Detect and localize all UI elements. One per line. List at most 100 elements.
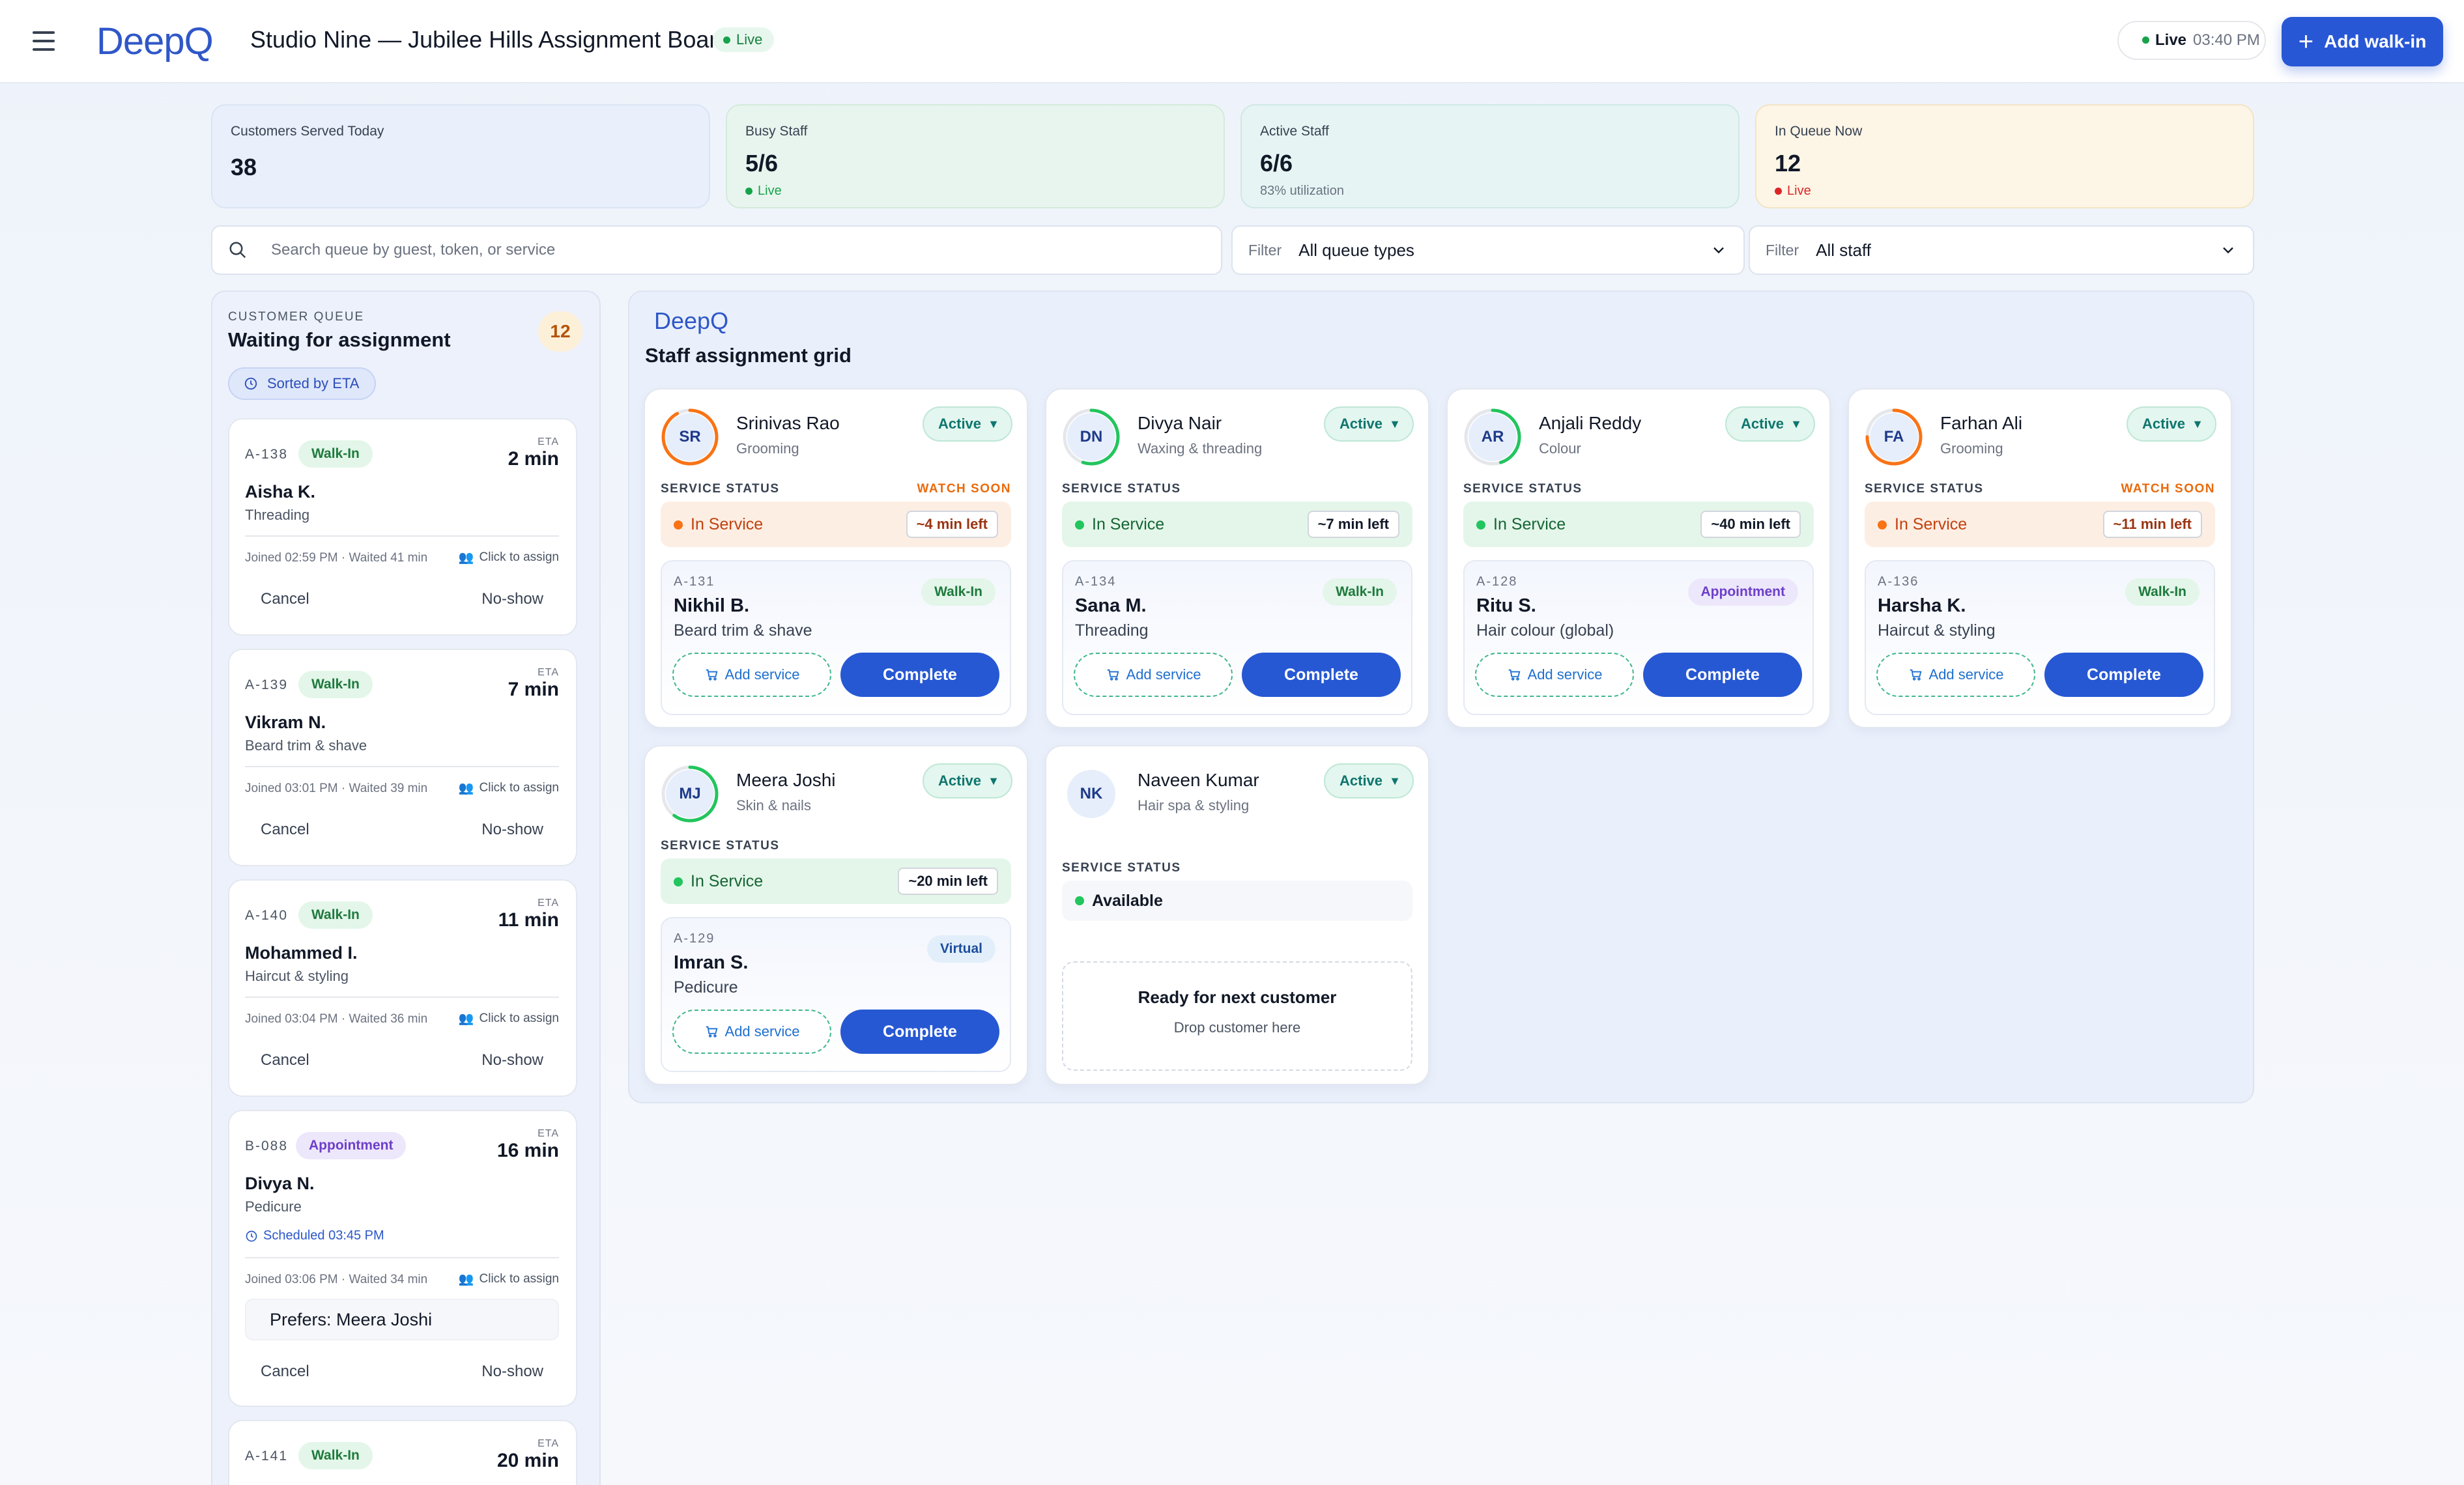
service-status: In Service ~4 min left: [661, 502, 1011, 547]
app-logo[interactable]: DeepQ: [96, 20, 214, 63]
hamburger-menu-icon[interactable]: [33, 31, 55, 51]
filter-value: All staff: [1816, 240, 1871, 260]
complete-button[interactable]: Complete: [1242, 653, 1401, 697]
customer-token: A-136: [1878, 574, 1919, 589]
status-dot-icon: [1075, 520, 1084, 530]
cart-icon: [1508, 669, 1520, 681]
caret-down-icon: ▼: [988, 417, 999, 431]
eta-label: ETA: [537, 898, 559, 909]
click-to-assign[interactable]: 👥 Click to assign: [458, 1272, 559, 1286]
queue-card[interactable]: A-141 Walk-In ETA 20 min: [228, 1420, 577, 1485]
no-show-button[interactable]: No-show: [481, 1363, 543, 1380]
add-service-button[interactable]: Add service: [672, 653, 831, 697]
add-service-button[interactable]: Add service: [1876, 653, 2035, 697]
clock-icon: [244, 377, 257, 390]
staff-card[interactable]: MJ Meera Joshi Skin & nails Active ▼ SERV…: [644, 745, 1028, 1085]
click-to-assign[interactable]: 👥 Click to assign: [458, 781, 559, 795]
current-customer: A-131 Nikhil B. Beard trim & shave Walk-…: [661, 560, 1011, 715]
staff-state-dropdown[interactable]: Active ▼: [923, 406, 1012, 442]
time-left-badge: ~40 min left: [1700, 511, 1801, 538]
staff-state-dropdown[interactable]: Active ▼: [1324, 763, 1414, 799]
click-to-assign[interactable]: 👥 Click to assign: [458, 550, 559, 565]
queue-type-badge: Walk-In: [298, 671, 373, 698]
staff-state-dropdown[interactable]: Active ▼: [1324, 406, 1414, 442]
queue-card[interactable]: B-088 Appointment ETA 16 min Divya N. Pe…: [228, 1110, 577, 1407]
live-dot-icon: [1775, 188, 1782, 195]
complete-button[interactable]: Complete: [2044, 653, 2203, 697]
no-show-button[interactable]: No-show: [481, 1051, 543, 1069]
customer-token: A-128: [1476, 574, 1518, 589]
staff-card[interactable]: FA Farhan Ali Grooming Active ▼ SERVICE S…: [1848, 388, 2232, 728]
cart-icon: [1107, 669, 1119, 681]
staff-card[interactable]: DN Divya Nair Waxing & threading Active ▼…: [1045, 388, 1429, 728]
cancel-button[interactable]: Cancel: [261, 1363, 309, 1380]
staff-card[interactable]: NK Naveen Kumar Hair spa & styling Activ…: [1045, 745, 1429, 1085]
chevron-down-icon: [1713, 247, 1724, 254]
grid-title: Staff assignment grid: [645, 344, 852, 367]
queue-type-badge: Walk-In: [298, 440, 373, 468]
cancel-button[interactable]: Cancel: [261, 1051, 309, 1069]
staff-name: Divya Nair: [1138, 413, 1222, 433]
current-customer: A-134 Sana M. Threading Walk-In Add serv…: [1062, 560, 1412, 715]
time-left-badge: ~4 min left: [906, 511, 998, 538]
complete-button[interactable]: Complete: [1643, 653, 1802, 697]
staff-filter[interactable]: Filter All staff: [1749, 225, 2254, 275]
queue-card[interactable]: A-138 Walk-In ETA 2 min Aisha K. Threadi…: [228, 418, 577, 636]
add-walk-in-button[interactable]: + Add walk-in: [2282, 17, 2443, 66]
staff-card[interactable]: SR Srinivas Rao Grooming Active ▼ SERVICE…: [644, 388, 1028, 728]
staff-preference: Prefers: Meera Joshi: [245, 1299, 559, 1340]
live-dot-icon: [2142, 36, 2149, 44]
customer-service: Haircut & styling: [1878, 621, 1996, 640]
click-to-assign[interactable]: 👥 Click to assign: [458, 1011, 559, 1026]
staff-state-dropdown[interactable]: Active ▼: [923, 763, 1012, 799]
customer-name: Sana M.: [1075, 595, 1147, 616]
cart-icon: [706, 1026, 717, 1038]
progress-ring: [1063, 408, 1120, 466]
drop-zone[interactable]: Ready for next customer Drop customer her…: [1062, 961, 1412, 1071]
add-walk-in-label: Add walk-in: [2324, 31, 2427, 51]
queue-count-badge: 12: [538, 311, 582, 352]
customer-name: Imran S.: [674, 952, 749, 973]
sort-chip[interactable]: Sorted by ETA: [228, 367, 377, 400]
customer-type-badge: Walk-In: [2125, 578, 2199, 606]
cancel-button[interactable]: Cancel: [261, 821, 309, 838]
wait-meta: Joined 03:06 PM · Waited 34 min: [245, 1273, 428, 1286]
queue-type-filter[interactable]: Filter All queue types: [1231, 225, 1745, 275]
add-service-button[interactable]: Add service: [1074, 653, 1233, 697]
add-service-button[interactable]: Add service: [672, 1010, 831, 1054]
stat-value: 12: [1775, 150, 1801, 177]
cancel-button[interactable]: Cancel: [261, 590, 309, 608]
queue-card[interactable]: A-139 Walk-In ETA 7 min Vikram N. Beard …: [228, 649, 577, 866]
service-status-label: SERVICE STATUS: [1062, 482, 1181, 496]
customer-type-badge: Walk-In: [1323, 578, 1397, 606]
staff-state-dropdown[interactable]: Active ▼: [1725, 406, 1815, 442]
ready-subtitle: Drop customer here: [1173, 1019, 1301, 1036]
top-bar: DeepQ Studio Nine — Jubilee Hills Assign…: [0, 0, 2464, 83]
grid-logo: DeepQ: [654, 307, 729, 334]
add-service-button[interactable]: Add service: [1475, 653, 1634, 697]
staff-avatar: AR: [1463, 408, 1522, 466]
no-show-button[interactable]: No-show: [481, 821, 543, 838]
service-status: In Service ~7 min left: [1062, 502, 1412, 547]
scheduled-time: Scheduled 03:45 PM: [245, 1228, 384, 1243]
staff-role: Hair spa & styling: [1138, 797, 1250, 813]
search-input[interactable]: [271, 241, 1053, 259]
staff-state-dropdown[interactable]: Active ▼: [2127, 406, 2216, 442]
queue-token: A-139: [245, 677, 289, 692]
customer-name: Aisha K.: [245, 482, 316, 502]
staff-card[interactable]: AR Anjali Reddy Colour Active ▼ SERVICE S…: [1446, 388, 1831, 728]
service-status: In Service ~11 min left: [1865, 502, 2215, 547]
complete-button[interactable]: Complete: [840, 653, 999, 697]
queue-type-badge: Appointment: [296, 1132, 407, 1159]
status-dot-icon: [1476, 520, 1485, 530]
complete-button[interactable]: Complete: [840, 1010, 999, 1054]
staff-avatar: MJ: [661, 765, 719, 823]
customer-name: Divya N.: [245, 1174, 315, 1193]
customer-token: A-129: [674, 931, 715, 946]
service-status-label: SERVICE STATUS: [661, 482, 780, 496]
queue-eyebrow: CUSTOMER QUEUE: [228, 310, 365, 324]
progress-ring: [661, 408, 719, 466]
no-show-button[interactable]: No-show: [481, 590, 543, 608]
caret-down-icon: ▼: [2192, 417, 2203, 431]
queue-card[interactable]: A-140 Walk-In ETA 11 min Mohammed I. Hai…: [228, 879, 577, 1097]
